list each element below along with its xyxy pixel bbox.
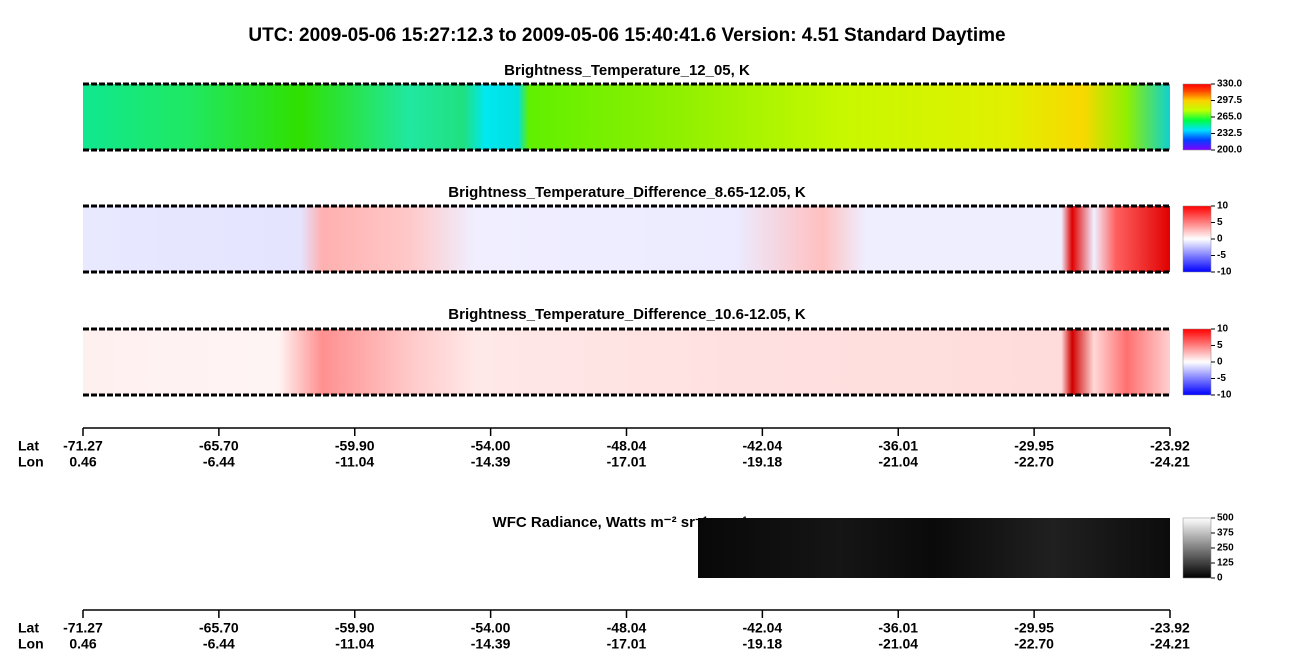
lon-label: -21.04 — [878, 454, 918, 470]
panel-title: Brightness_Temperature_Difference_8.65-1… — [448, 184, 806, 201]
colorbar-tick-label: 200.0 — [1217, 145, 1242, 156]
lat-label: -42.04 — [743, 438, 783, 454]
colorbar-tick-label: -10 — [1217, 390, 1232, 401]
colorbar-tick-label: 375 — [1217, 528, 1234, 539]
colorbar-tick-label: 232.5 — [1217, 128, 1242, 139]
colorbar-tick-label: -5 — [1217, 250, 1226, 261]
colorbar-tick-label: 250 — [1217, 543, 1234, 554]
image-strip — [83, 84, 1170, 150]
colorbar-tick-label: 0 — [1217, 573, 1223, 584]
lon-label: -22.70 — [1014, 636, 1054, 652]
lon-label: -17.01 — [607, 636, 647, 652]
colorbar-tick-label: 10 — [1217, 201, 1229, 212]
lat-label: -54.00 — [471, 620, 511, 636]
colorbar-tick-label: 500 — [1217, 513, 1234, 524]
colorbar-tick-label: 0 — [1217, 234, 1223, 245]
colorbar-tick-label: 5 — [1217, 340, 1223, 351]
lon-label: -6.44 — [203, 636, 235, 652]
lon-label: -24.21 — [1150, 454, 1190, 470]
lon-label: -17.01 — [607, 454, 647, 470]
lat-label: -23.92 — [1150, 438, 1190, 454]
lon-label: -11.04 — [335, 636, 374, 652]
lat-label: -36.01 — [878, 438, 918, 454]
colorbar-tick-label: 0 — [1217, 357, 1223, 368]
lon-label: -22.70 — [1014, 454, 1054, 470]
page-title: UTC: 2009-05-06 15:27:12.3 to 2009-05-06… — [248, 25, 1005, 46]
lat-axis-label: Lat — [18, 620, 39, 636]
colorbar-tick-label: 5 — [1217, 217, 1223, 228]
lon-label: 0.46 — [69, 636, 96, 652]
colorbar — [1182, 205, 1212, 273]
lon-label: -19.18 — [743, 636, 783, 652]
lon-label: -11.04 — [335, 454, 374, 470]
colorbar-tick-label: 330.0 — [1217, 79, 1242, 90]
lat-label: -48.04 — [607, 438, 647, 454]
panel-title: WFC Radiance, Watts m⁻² sr⁻¹ μm⁻¹ — [493, 514, 748, 531]
lon-label: -21.04 — [878, 636, 918, 652]
colorbar-tick-label: 297.5 — [1217, 95, 1242, 106]
lat-label: -29.95 — [1014, 438, 1054, 454]
colorbar-tick-label: 10 — [1217, 324, 1229, 335]
lat-label: -59.90 — [335, 620, 375, 636]
image-strip — [83, 329, 1170, 395]
lat-label: -23.92 — [1150, 620, 1190, 636]
lat-label: -36.01 — [878, 620, 918, 636]
image-strip — [83, 206, 1170, 272]
lat-label: -59.90 — [335, 438, 375, 454]
colorbar-tick-label: -5 — [1217, 373, 1226, 384]
lon-label: -14.39 — [471, 454, 511, 470]
colorbar — [1182, 328, 1212, 396]
lon-axis-label: Lon — [18, 454, 44, 470]
lon-label: -24.21 — [1150, 636, 1190, 652]
lat-label: -71.27 — [63, 620, 103, 636]
lat-label: -48.04 — [607, 620, 647, 636]
lat-axis-label: Lat — [18, 438, 39, 454]
colorbar-tick-label: 265.0 — [1217, 112, 1242, 123]
lat-label: -65.70 — [199, 620, 239, 636]
lon-axis-label: Lon — [18, 636, 44, 652]
panel-title: Brightness_Temperature_12_05, K — [504, 62, 750, 79]
colorbar — [1182, 517, 1212, 579]
image-strip — [698, 518, 1170, 578]
colorbar-tick-label: 125 — [1217, 558, 1234, 569]
lon-label: -19.18 — [743, 454, 783, 470]
colorbar-tick-label: -10 — [1217, 267, 1232, 278]
lat-label: -54.00 — [471, 438, 511, 454]
lon-label: -14.39 — [471, 636, 511, 652]
lat-label: -29.95 — [1014, 620, 1054, 636]
lat-label: -65.70 — [199, 438, 239, 454]
lon-label: -6.44 — [203, 454, 235, 470]
lat-label: -42.04 — [743, 620, 783, 636]
colorbar — [1182, 83, 1212, 151]
panel-title: Brightness_Temperature_Difference_10.6-1… — [448, 306, 806, 323]
lat-label: -71.27 — [63, 438, 103, 454]
lon-label: 0.46 — [69, 454, 96, 470]
